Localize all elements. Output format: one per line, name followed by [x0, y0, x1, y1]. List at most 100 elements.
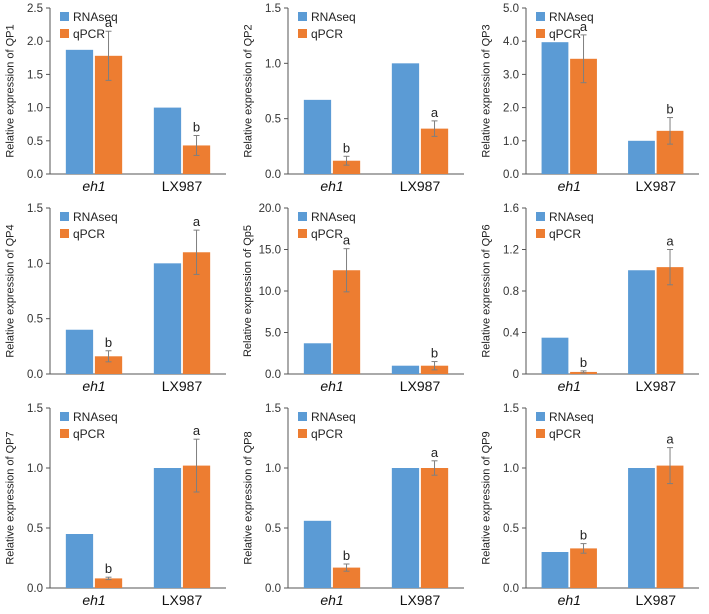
x-category-label: LX987: [400, 378, 441, 394]
error-bar: [105, 576, 112, 581]
legend-swatch-rnaseq: [60, 412, 69, 421]
legend-swatch-qpcr: [60, 429, 69, 438]
x-category-label: eh1: [82, 178, 105, 194]
bar-rnaseq-lx987: [153, 107, 182, 174]
error-bar: [667, 249, 674, 286]
bar-chart: 0 0.4 0.8 1.2 1.6 b eh1 a LX987 RNAseq qPCR: [503, 203, 699, 394]
legend-label-rnaseq: RNAseq: [311, 210, 356, 224]
x-category-label: LX987: [400, 178, 441, 194]
legend-swatch-qpcr: [60, 229, 69, 238]
y-tick-label: 5.0: [503, 3, 519, 15]
significance-letter: b: [343, 140, 350, 155]
y-tick-label: 0.0: [265, 583, 281, 595]
error-bar: [343, 155, 350, 166]
legend-label-rnaseq: RNAseq: [311, 410, 356, 424]
legend-swatch-rnaseq: [60, 12, 69, 21]
legend-swatch-rnaseq: [536, 212, 545, 221]
error-bar: [193, 229, 200, 275]
significance-letter: b: [666, 102, 673, 117]
error-bar: [580, 543, 587, 554]
significance-letter: a: [431, 445, 439, 460]
bar-rnaseq-eh1: [65, 534, 94, 588]
bar-rnaseq-eh1: [303, 520, 332, 588]
legend-swatch-qpcr: [298, 29, 307, 38]
legend-label-qpcr: qPCR: [73, 227, 105, 241]
bar-chart: 0.0 0.5 1.0 1.5 b eh1 a LX987 RNAseq qPCR: [265, 3, 464, 194]
y-tick-label: 2.0: [503, 103, 519, 115]
y-tick-label: 1.5: [27, 203, 43, 215]
significance-letter: b: [431, 346, 438, 361]
chart-panel-qp1: Relative expression of QP1 0.0 0.5 1.0 1.5 2.…: [0, 0, 236, 200]
chart-panel-qp9: Relative expression of QP9 0.0 0.5 1.0 1.5 b e…: [476, 400, 709, 614]
y-tick-label: 15.0: [259, 245, 281, 257]
legend-label-rnaseq: RNAseq: [549, 210, 594, 224]
bar-rnaseq-eh1: [541, 552, 569, 588]
error-bar: [343, 563, 350, 572]
x-category-label: eh1: [82, 592, 105, 608]
bar-rnaseq-lx987: [628, 270, 655, 374]
y-tick-label: 2.0: [27, 36, 43, 48]
legend-label-rnaseq: RNAseq: [549, 410, 594, 424]
y-tick-label: 0.5: [27, 136, 43, 148]
y-tick-label: 1.0: [27, 258, 43, 270]
bar-qpcr-eh1: [332, 567, 361, 588]
y-tick-label: 20.0: [259, 203, 281, 215]
y-tick-label: 3.0: [503, 69, 519, 81]
significance-letter: a: [343, 233, 351, 248]
bar-chart: 0.0 0.5 1.0 1.5 b eh1 a LX987 RNAseq qPCR: [27, 203, 226, 394]
y-tick-label: 1.0: [503, 463, 519, 475]
chart-panel-qp6: Relative expression of QP6 0 0.4 0.8 1.2 1.6 b…: [476, 200, 709, 400]
chart-panel-qp8: Relative expression of QP8 0.0 0.5 1.0 1.5 b e…: [238, 400, 474, 614]
x-category-label: eh1: [320, 378, 343, 394]
x-category-label: LX987: [162, 592, 203, 608]
bar-rnaseq-eh1: [65, 329, 94, 374]
chart-panel-qp2: Relative expression of QP2 0.0 0.5 1.0 1.5 b e…: [238, 0, 474, 200]
legend-swatch-qpcr: [298, 429, 307, 438]
y-tick-label: 1.0: [27, 463, 43, 475]
error-bar: [580, 34, 587, 84]
legend-label-qpcr: qPCR: [73, 27, 105, 41]
bar-chart: 0.0 0.5 1.0 1.5 b eh1 a LX987 RNAseq qPCR: [503, 403, 699, 608]
significance-letter: a: [193, 423, 201, 438]
bar-rnaseq-lx987: [391, 365, 420, 374]
bar-chart: 0.0 0.5 1.0 1.5 b eh1 a LX987 RNAseq qPCR: [265, 403, 464, 608]
bar-rnaseq-lx987: [628, 140, 655, 174]
error-bar: [431, 120, 438, 137]
legend-swatch-qpcr: [536, 429, 545, 438]
error-bar: [193, 438, 200, 493]
legend-label-qpcr: qPCR: [549, 227, 581, 241]
significance-letter: a: [105, 15, 113, 30]
x-category-label: LX987: [636, 378, 677, 394]
significance-letter: a: [666, 432, 674, 447]
chart-panel-qp5: Relative expression of Qp5 0.0 5.0 10.0 15.0…: [238, 200, 474, 400]
y-tick-label: 0.5: [27, 314, 43, 326]
legend-swatch-qpcr: [536, 29, 545, 38]
legend-swatch-rnaseq: [60, 212, 69, 221]
legend-label-qpcr: qPCR: [311, 27, 343, 41]
bar-rnaseq-lx987: [153, 263, 182, 374]
bar-rnaseq-lx987: [391, 63, 420, 175]
bar-qpcr-eh1: [332, 160, 361, 174]
y-tick-label: 1.5: [503, 403, 519, 415]
legend-swatch-rnaseq: [298, 212, 307, 221]
y-tick-label: 0.5: [265, 523, 281, 535]
x-category-label: LX987: [162, 378, 203, 394]
y-tick-label: 0.8: [503, 286, 519, 298]
significance-letter: a: [580, 19, 588, 34]
y-tick-label: 1.5: [265, 3, 281, 15]
significance-letter: b: [580, 355, 587, 370]
bar-rnaseq-eh1: [541, 337, 569, 374]
legend-label-qpcr: qPCR: [73, 427, 105, 441]
x-category-label: eh1: [558, 592, 581, 608]
bar-chart: 0.0 5.0 10.0 15.0 20.0 a eh1 b LX987 RNAseq qPCR: [259, 203, 464, 394]
y-tick-label: 0.0: [503, 583, 519, 595]
y-tick-label: 1.0: [503, 136, 519, 148]
chart-panel-qp7: Relative expression of QP7 0.0 0.5 1.0 1.5 b e…: [0, 400, 236, 614]
x-category-label: LX987: [636, 178, 677, 194]
error-bar: [105, 350, 112, 363]
legend-swatch-rnaseq: [298, 412, 307, 421]
legend-label-qpcr: qPCR: [549, 427, 581, 441]
error-bar: [580, 370, 587, 374]
y-tick-label: 0.0: [503, 169, 519, 181]
y-tick-label: 0.5: [265, 114, 281, 126]
